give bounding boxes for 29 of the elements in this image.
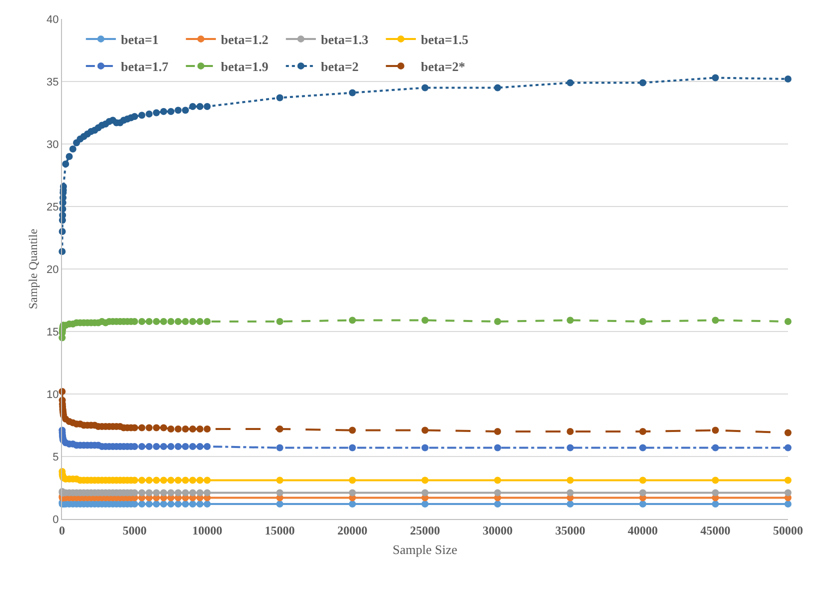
y-tick-label: 10 (46, 388, 59, 401)
legend-label: beta=2* (420, 59, 466, 74)
y-tick-label: 0 (52, 514, 59, 526)
y-tick-label: 25 (46, 201, 59, 214)
legend-label: beta=1.7 (120, 59, 169, 74)
x-tick-label: 10000 (192, 523, 222, 538)
x-tick-label: 25000 (410, 523, 440, 538)
x-tick-label: 45000 (700, 523, 730, 538)
legend-label: beta=1 (120, 32, 159, 48)
x-tick-label: 5000 (122, 523, 147, 538)
legend-label: beta=1.3 (320, 32, 369, 48)
y-tick-label: 40 (46, 14, 59, 26)
x-tick-label: 40000 (628, 523, 658, 538)
y-tick-label: 20 (46, 264, 59, 276)
legend-label: beta=1.2 (220, 32, 268, 48)
y-tick-label: 35 (46, 76, 59, 88)
legend-label: beta=2 (320, 59, 359, 74)
x-tick-label: 15000 (264, 523, 295, 538)
y-tick-label: 5 (52, 451, 59, 464)
legend-label: beta=1.5 (420, 32, 469, 48)
x-tick-label: 35000 (555, 523, 586, 538)
x-tick-label: 30000 (482, 523, 513, 538)
y-axis-title: Sample Quantile (26, 228, 40, 310)
x-tick-label: 20000 (337, 523, 368, 538)
x-tick-label: 50000 (773, 523, 803, 538)
y-tick-label: 30 (46, 138, 59, 151)
x-axis-title: Sample Size (392, 542, 458, 557)
legend-label: beta=1.9 (220, 59, 269, 74)
y-tick-label: 15 (46, 326, 59, 338)
